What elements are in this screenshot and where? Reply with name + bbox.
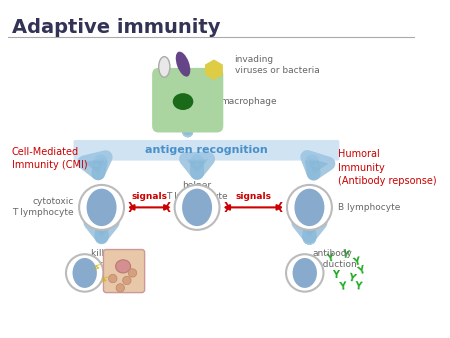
Ellipse shape [159,57,170,77]
Text: Y: Y [326,254,334,264]
Text: Cell-Mediated
Immunity (CMI): Cell-Mediated Immunity (CMI) [12,147,87,170]
Text: ❯: ❯ [222,202,230,212]
Ellipse shape [176,52,190,77]
Text: ⚡: ⚡ [90,261,103,276]
Circle shape [116,284,125,292]
Text: ⚡: ⚡ [97,273,110,288]
Text: Y: Y [354,281,362,291]
FancyArrowPatch shape [186,159,208,173]
FancyBboxPatch shape [104,249,144,293]
Text: invading
viruses or bacteria: invading viruses or bacteria [234,55,320,75]
Circle shape [286,254,324,292]
Text: B lymphocyte: B lymphocyte [338,203,400,212]
Text: Humoral
Immunity
(Antibody repsonse): Humoral Immunity (Antibody repsonse) [338,149,436,186]
Circle shape [108,274,117,283]
Text: ❮: ❮ [276,202,284,212]
Text: signals: signals [131,192,167,201]
Circle shape [79,185,124,230]
Circle shape [66,254,104,292]
Text: ❯: ❯ [127,202,135,212]
Text: signals: signals [235,192,271,201]
Text: Adaptive immunity: Adaptive immunity [12,18,220,37]
Ellipse shape [86,189,117,226]
Text: antigen recognition: antigen recognition [145,145,268,155]
Ellipse shape [173,93,194,110]
Circle shape [128,269,137,277]
Ellipse shape [182,189,212,226]
FancyArrowPatch shape [307,157,328,173]
Text: killing of
infected cells: killing of infected cells [81,248,141,269]
FancyBboxPatch shape [73,140,339,161]
Ellipse shape [116,260,130,273]
Circle shape [123,276,131,285]
Text: ❮: ❮ [164,202,172,212]
Ellipse shape [72,258,97,288]
Text: Y: Y [356,265,366,277]
Ellipse shape [292,258,317,288]
FancyArrowPatch shape [298,223,320,238]
Text: Y: Y [332,270,339,280]
FancyBboxPatch shape [152,68,223,132]
FancyArrowPatch shape [180,119,196,131]
Text: helper
T lymphocyte: helper T lymphocyte [166,181,228,201]
FancyArrowPatch shape [84,157,106,173]
Text: Y: Y [341,249,349,260]
Text: Y: Y [338,282,346,292]
Text: Y: Y [351,256,361,267]
FancyArrowPatch shape [90,223,112,238]
Text: antibody
production: antibody production [308,248,357,269]
Text: cytotoxic
T lymphocyte: cytotoxic T lymphocyte [12,197,73,217]
Text: macrophage: macrophage [220,97,277,106]
Ellipse shape [294,189,324,226]
Circle shape [287,185,332,230]
Text: Y: Y [347,272,356,283]
Circle shape [175,185,220,230]
